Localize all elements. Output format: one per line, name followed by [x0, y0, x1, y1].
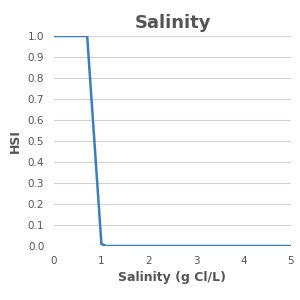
Y-axis label: HSI: HSI: [9, 129, 22, 153]
Title: Salinity: Salinity: [134, 14, 211, 32]
X-axis label: Salinity (g Cl/L): Salinity (g Cl/L): [118, 271, 226, 284]
